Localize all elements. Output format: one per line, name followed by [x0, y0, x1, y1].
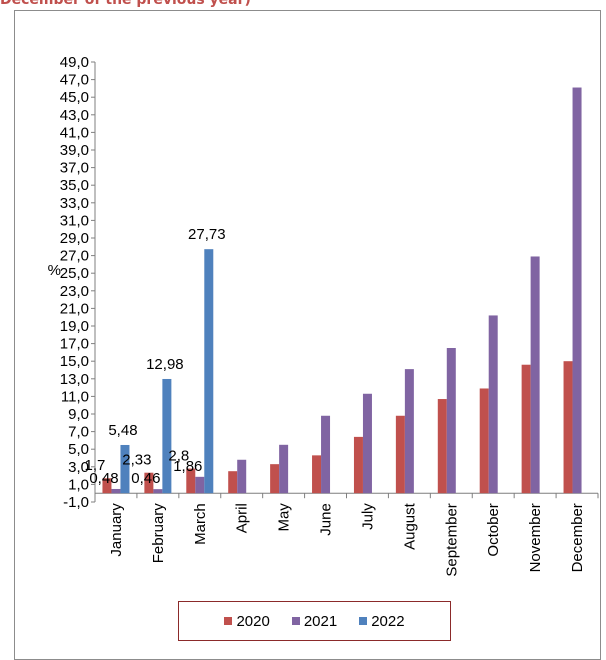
- y-tick-label: 33,0: [60, 195, 89, 212]
- bar-2021-february: [153, 489, 163, 494]
- bar-2021-october: [488, 315, 498, 494]
- y-tick-label: 13,0: [60, 371, 89, 388]
- x-tick-label: April: [234, 503, 251, 533]
- legend-swatch: [291, 617, 300, 625]
- y-tick-label: 27,0: [60, 248, 89, 265]
- bar-2021-june: [321, 415, 331, 494]
- y-tick-label: 39,0: [60, 142, 89, 159]
- x-tick-label: September: [443, 503, 460, 576]
- legend-item-2021: 2021: [291, 612, 338, 630]
- x-tick-label: December: [569, 503, 586, 572]
- data-label-2020-february: 2,33: [122, 452, 151, 469]
- x-tick-label: March: [192, 503, 209, 545]
- bar-2020-july: [353, 436, 363, 494]
- y-tick-label: 3,0: [68, 459, 89, 476]
- y-tick-label: -1,0: [63, 494, 89, 511]
- y-tick-label: 11,0: [61, 388, 89, 405]
- page-title: December of the previous year): [0, 0, 251, 8]
- bar-2021-september: [446, 348, 456, 494]
- data-label-2022-january: 5,48: [108, 422, 137, 439]
- data-label-2022-march: 27,73: [188, 226, 226, 243]
- y-axis-label: %: [48, 262, 61, 279]
- y-tick-label: 37,0: [60, 160, 89, 177]
- legend-swatch: [359, 617, 368, 625]
- y-tick-label: 9,0: [68, 406, 89, 423]
- x-tick-label: May: [276, 503, 293, 532]
- x-tick-label: July: [359, 503, 376, 530]
- data-label-2020-march: 2,8: [168, 448, 189, 465]
- data-label-2021-january: 0,48: [89, 470, 118, 487]
- x-tick-label: November: [527, 503, 544, 572]
- bar-2020-september: [437, 399, 447, 494]
- legend-item-2022: 2022: [359, 612, 405, 630]
- y-tick-label: 31,0: [60, 212, 89, 229]
- bar-2021-july: [362, 393, 372, 494]
- y-tick-label: 35,0: [60, 177, 89, 194]
- bar-2022-february: [162, 378, 172, 494]
- y-tick-label: 21,0: [60, 300, 89, 317]
- bar-2021-april: [237, 459, 247, 494]
- y-tick-label: 47,0: [60, 72, 89, 89]
- y-tick-label: 29,0: [60, 230, 89, 247]
- bar-2021-january: [111, 488, 121, 494]
- y-tick-label: 23,0: [60, 283, 89, 300]
- legend-label: 2020: [236, 612, 270, 630]
- y-tick-label: 19,0: [60, 318, 89, 335]
- y-tick-label: 41,0: [60, 124, 89, 141]
- bar-2020-april: [228, 471, 238, 494]
- bar-2021-may: [279, 444, 289, 494]
- y-tick-label: 1,0: [68, 476, 89, 493]
- y-tick-label: 45,0: [60, 89, 89, 106]
- bar-2020-december: [563, 361, 573, 494]
- data-label-2022-february: 12,98: [146, 356, 184, 373]
- legend-item-2020: 2020: [224, 612, 270, 630]
- bar-2020-november: [521, 364, 531, 494]
- bar-2020-may: [270, 464, 280, 494]
- y-tick-label: 43,0: [60, 107, 89, 124]
- x-tick-label: October: [485, 503, 502, 556]
- bar-2020-january: [102, 478, 112, 494]
- legend-label: 2021: [303, 612, 338, 630]
- bar-2020-march: [186, 468, 196, 494]
- bar-2022-march: [204, 249, 214, 494]
- bar-2020-october: [479, 388, 489, 494]
- bar-2022-january: [120, 444, 130, 494]
- x-tick-label: August: [401, 502, 418, 550]
- bar-2020-august: [395, 415, 405, 494]
- y-tick-label: 25,0: [60, 265, 89, 282]
- y-tick-label: 17,0: [60, 336, 89, 353]
- legend-swatch: [224, 617, 233, 625]
- bar-2021-august: [404, 369, 414, 494]
- y-tick-label: 15,0: [60, 353, 89, 370]
- chart-frame: [14, 10, 601, 660]
- x-tick-label: January: [108, 503, 125, 557]
- y-tick-label: 49,0: [60, 54, 89, 71]
- bar-2021-november: [530, 256, 540, 494]
- y-tick-label: 5,0: [68, 441, 89, 458]
- x-tick-label: June: [318, 503, 335, 536]
- y-tick-label: 7,0: [68, 424, 89, 441]
- bar-2020-june: [312, 455, 322, 494]
- chart-legend: 2020 2021 2022: [178, 601, 451, 641]
- bar-2021-march: [195, 476, 205, 494]
- bar-2020-february: [144, 472, 154, 494]
- data-label-2020-january: 1,7: [85, 457, 106, 474]
- x-tick-label: February: [150, 503, 167, 564]
- data-label-2021-march: 1,86: [173, 458, 202, 475]
- legend-label: 2022: [371, 612, 405, 630]
- bar-2021-december: [572, 87, 582, 494]
- data-label-2021-february: 0,46: [131, 470, 160, 487]
